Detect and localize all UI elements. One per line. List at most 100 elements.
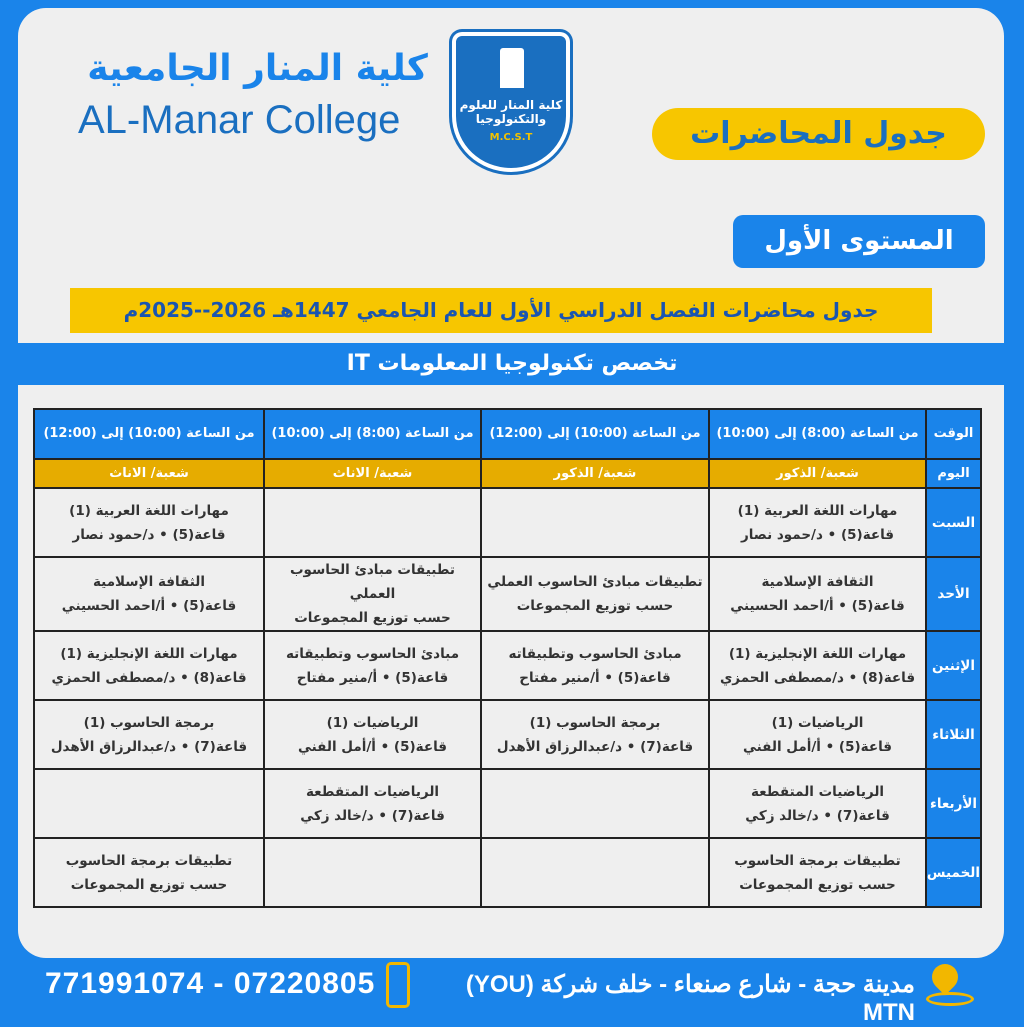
- time-slot-header: من الساعة (8:00) إلى (10:00): [263, 408, 482, 460]
- section-header: شعبة/ الذكور: [708, 458, 927, 489]
- table-row: الثلاثاء الرياضيات (1) قاعة(5) • أ/أمل الف…: [33, 699, 982, 770]
- day-cell: الثلاثاء: [925, 699, 982, 770]
- empty-cell: [480, 837, 710, 908]
- day-cell: السبت: [925, 487, 982, 558]
- lecture-course: الثقافة الإسلامية: [93, 574, 205, 590]
- empty-cell: [263, 837, 482, 908]
- lecture-course: الرياضيات المتقطعة: [305, 783, 440, 800]
- address: مدينة حجة - شارع صنعاء - خلف شركة (YOU) …: [465, 971, 915, 1026]
- lecture-course: برمجة الحاسوب (1): [529, 714, 661, 731]
- day-cell: الأربعاء: [925, 768, 982, 839]
- empty-cell: [33, 768, 265, 839]
- empty-cell: [480, 487, 710, 558]
- lecture-room-instructor: حسب توزيع المجموعات: [70, 876, 228, 893]
- phone-icon: [386, 962, 410, 1008]
- lecture-room-instructor: قاعة(5) • د/حمود نصار: [740, 526, 895, 543]
- lecture-cell: الثقافة الإسلامية قاعة(5) • أ/احمد الحسين…: [33, 556, 265, 632]
- lecture-cell: تطبيقات برمجة الحاسوب حسب توزيع المجموعات: [33, 837, 265, 908]
- lecture-room-instructor: قاعة(7) • د/خالد زكي: [745, 807, 890, 824]
- lecture-course: مبادئ الحاسوب وتطبيقاته: [285, 645, 460, 662]
- college-emblem-icon: كلية المنار للعلوم والتكنولوجيا M.C.S.T: [452, 32, 570, 172]
- table-row: الأحد الثقافة الإسلامية قاعة(5) • أ/احمد ا…: [33, 556, 982, 632]
- lecture-cell: مبادئ الحاسوب وتطبيقاته قاعة(5) • أ/منير …: [480, 630, 710, 701]
- lecture-room-instructor: قاعة(7) • د/عبدالرزاق الأهدل: [50, 738, 248, 755]
- lecture-course: تطبيقات مبادئ الحاسوب العملي: [289, 562, 456, 602]
- table-row: الخميس تطبيقات برمجة الحاسوب حسب توزيع الم…: [33, 837, 982, 908]
- college-name-english: AL-Manar College: [78, 98, 401, 142]
- lecture-cell: الرياضيات المتقطعة قاعة(7) • د/خالد زكي: [708, 768, 927, 839]
- lecture-room-instructor: قاعة(8) • د/مصطفى الحمزي: [51, 669, 247, 686]
- lecture-room-instructor: قاعة(5) • أ/أمل الفني: [743, 738, 892, 755]
- lecture-course: تطبيقات برمجة الحاسوب: [65, 852, 233, 869]
- lecture-cell: برمجة الحاسوب (1) قاعة(7) • د/عبدالرزاق ا…: [33, 699, 265, 770]
- schedule-table: الوقت من الساعة (8:00) إلى (10:00) من السا…: [33, 408, 982, 908]
- section-header-row: اليوم شعبة/ الذكور شعبة/ الذكور شعبة/ الانا…: [33, 458, 982, 489]
- semester-banner: جدول محاضرات الفصل الدراسي الأول للعام ا…: [70, 288, 932, 333]
- lecture-cell: مهارات اللغة الإنجليزية (1) قاعة(8) • د/م…: [708, 630, 927, 701]
- lecture-room-instructor: قاعة(7) • د/عبدالرزاق الأهدل: [496, 738, 694, 755]
- lecture-room-instructor: قاعة(5) • أ/احمد الحسيني: [730, 598, 905, 614]
- time-header-row: الوقت من الساعة (8:00) إلى (10:00) من السا…: [33, 408, 982, 460]
- time-slot-header: من الساعة (8:00) إلى (10:00): [708, 408, 927, 460]
- lecture-room-instructor: قاعة(7) • د/خالد زكي: [300, 807, 445, 824]
- location-base-icon: [926, 992, 974, 1006]
- lecture-room-instructor: قاعة(5) • أ/احمد الحسيني: [61, 598, 237, 614]
- lecture-cell: تطبيقات برمجة الحاسوب حسب توزيع المجموعات: [708, 837, 927, 908]
- lecture-course: الرياضيات (1): [326, 714, 419, 731]
- lecture-course: الرياضيات المتقطعة: [750, 783, 885, 800]
- lecture-cell: تطبيقات مبادئ الحاسوب العملي حسب توزيع ال…: [480, 556, 710, 632]
- lecture-cell: برمجة الحاسوب (1) قاعة(7) • د/عبدالرزاق ا…: [480, 699, 710, 770]
- table-row: الإثنين مهارات اللغة الإنجليزية (1) قاعة(8…: [33, 630, 982, 701]
- lecture-cell: الرياضيات (1) قاعة(5) • أ/أمل الفني: [708, 699, 927, 770]
- emblem-text: كلية المنار للعلوم والتكنولوجيا: [459, 98, 563, 126]
- location-pin-icon: [926, 958, 964, 996]
- lecture-room-instructor: قاعة(5) • أ/أمل الفني: [298, 738, 447, 755]
- day-cell: الخميس: [925, 837, 982, 908]
- section-header: شعبة/ الذكور: [480, 458, 710, 489]
- lecture-cell: الثقافة الإسلامية قاعة(5) • أ/احمد الحسين…: [708, 556, 927, 632]
- lecture-cell: الرياضيات (1) قاعة(5) • أ/أمل الفني: [263, 699, 482, 770]
- lecture-cell: مهارات اللغة العربية (1) قاعة(5) • د/حمود…: [33, 487, 265, 558]
- lecture-course: مهارات اللغة العربية (1): [737, 502, 898, 519]
- lecture-course: الثقافة الإسلامية: [761, 574, 874, 590]
- lecture-room-instructor: قاعة(5) • د/حمود نصار: [72, 526, 226, 543]
- college-name-arabic: كلية المنار الجامعية: [87, 48, 428, 89]
- lighthouse-icon: [500, 48, 524, 88]
- empty-cell: [480, 768, 710, 839]
- section-header: شعبة/ الاناث: [33, 458, 265, 489]
- lecture-room-instructor: قاعة(8) • د/مصطفى الحمزي: [719, 669, 916, 686]
- lecture-course: مهارات اللغة العربية (1): [69, 502, 229, 519]
- day-cell: الأحد: [925, 556, 982, 632]
- lecture-cell: مبادئ الحاسوب وتطبيقاته قاعة(5) • أ/منير …: [263, 630, 482, 701]
- day-cell: الإثنين: [925, 630, 982, 701]
- lecture-course: مبادئ الحاسوب وتطبيقاته: [508, 645, 682, 662]
- lecture-room-instructor: قاعة(5) • أ/منير مفتاح: [519, 669, 671, 686]
- time-label: الوقت: [925, 408, 982, 460]
- lecture-cell: مهارات اللغة العربية (1) قاعة(5) • د/حمود…: [708, 487, 927, 558]
- level-label: المستوى الأول: [733, 215, 985, 268]
- section-header: شعبة/ الاناث: [263, 458, 482, 489]
- day-label: اليوم: [925, 458, 982, 489]
- major-title: تخصص تكنولوجيا المعلومات IT: [0, 343, 1024, 385]
- lecture-course: تطبيقات برمجة الحاسوب: [734, 852, 901, 869]
- lecture-room-instructor: قاعة(5) • أ/منير مفتاح: [296, 669, 449, 686]
- lecture-course: مهارات اللغة الإنجليزية (1): [60, 645, 238, 662]
- lecture-cell: الرياضيات المتقطعة قاعة(7) • د/خالد زكي: [263, 768, 482, 839]
- lecture-course: تطبيقات مبادئ الحاسوب العملي: [487, 574, 703, 590]
- table-row: السبت مهارات اللغة العربية (1) قاعة(5) • د…: [33, 487, 982, 558]
- lecture-course: مهارات اللغة الإنجليزية (1): [728, 645, 907, 662]
- lecture-room-instructor: حسب توزيع المجموعات: [516, 598, 674, 614]
- footer: 771991074 - 07220805 مدينة حجة - شارع صن…: [0, 958, 1024, 1026]
- time-slot-header: من الساعة (10:00) إلى (12:00): [480, 408, 710, 460]
- lecture-course: برمجة الحاسوب (1): [83, 714, 215, 731]
- lecture-room-instructor: حسب توزيع المجموعات: [294, 610, 451, 626]
- lecture-course: الرياضيات (1): [771, 714, 864, 731]
- emblem-abbr: M.C.S.T: [489, 132, 533, 143]
- time-slot-header: من الساعة (10:00) إلى (12:00): [33, 408, 265, 460]
- lecture-cell: مهارات اللغة الإنجليزية (1) قاعة(8) • د/م…: [33, 630, 265, 701]
- empty-cell: [263, 487, 482, 558]
- table-row: الأربعاء الرياضيات المتقطعة قاعة(7) • د/خا…: [33, 768, 982, 839]
- lecture-cell: تطبيقات مبادئ الحاسوب العملي حسب توزيع ال…: [263, 556, 482, 632]
- lecture-room-instructor: حسب توزيع المجموعات: [739, 876, 896, 893]
- phone-numbers: 771991074 - 07220805: [45, 967, 376, 1000]
